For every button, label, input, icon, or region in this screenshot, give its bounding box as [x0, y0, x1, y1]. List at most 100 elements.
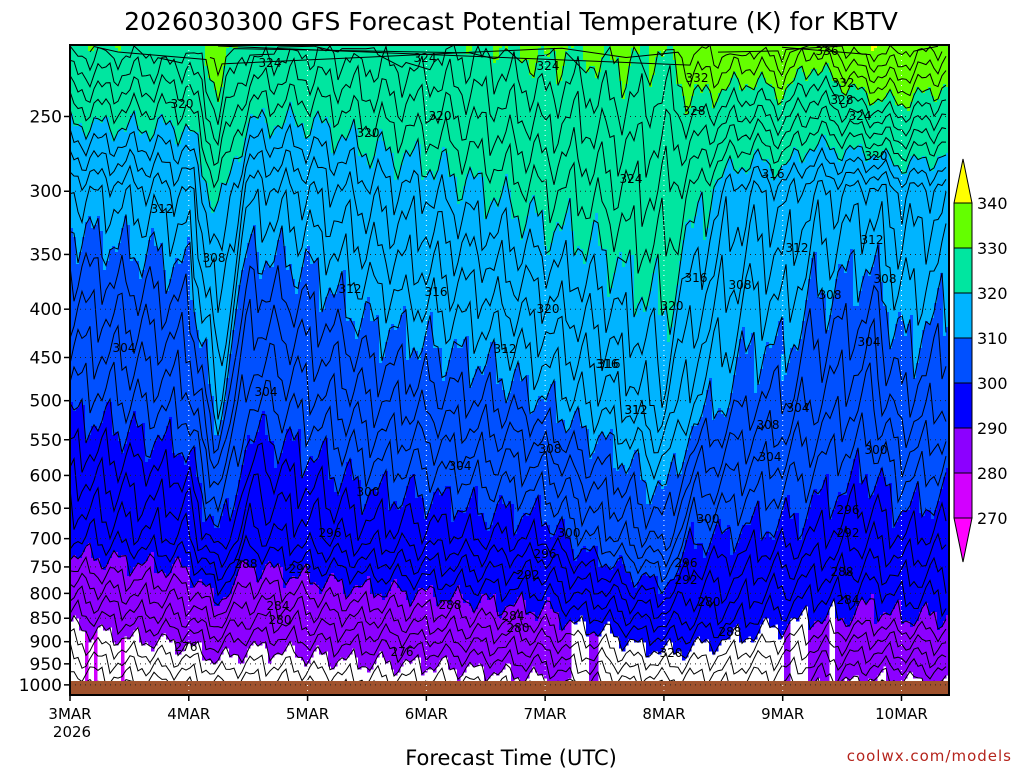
theta-band-cell	[460, 348, 464, 511]
theta-band-cell	[556, 84, 560, 223]
theta-band-cell	[352, 321, 356, 481]
theta-band-cell	[277, 462, 281, 565]
theta-band-cell	[253, 45, 257, 118]
theta-band-cell	[586, 255, 590, 430]
theta-band-cell	[121, 555, 125, 640]
theta-band-cell	[652, 273, 656, 496]
theta-band-cell	[841, 45, 845, 94]
theta-band-cell	[925, 321, 929, 511]
x-tick-label: 10MAR	[875, 705, 928, 723]
theta-band-cell	[238, 45, 242, 163]
theta-band-cell	[178, 453, 182, 559]
theta-band-cell	[628, 66, 632, 253]
theta-band-cell	[856, 45, 860, 91]
theta-band-cell	[736, 45, 740, 79]
theta-band-cell	[79, 252, 83, 403]
theta-band-cell	[883, 99, 887, 151]
theta-band-cell	[349, 129, 353, 319]
isentrope-line	[209, 47, 947, 97]
theta-band-cell	[838, 45, 842, 85]
theta-band-cell	[613, 63, 617, 274]
theta-band-cell	[535, 213, 539, 406]
theta-band-cell	[415, 594, 419, 658]
theta-band-cell	[85, 45, 89, 139]
theta-band-cell	[265, 261, 269, 436]
theta-band-cell	[925, 45, 929, 91]
theta-band-cell	[451, 597, 455, 670]
theta-band-cell	[850, 147, 854, 250]
theta-band-cell	[271, 135, 275, 268]
theta-band-cell	[697, 45, 701, 88]
theta-band-cell	[118, 558, 122, 643]
theta-band-cell	[343, 474, 347, 595]
theta-band-cell	[886, 486, 890, 616]
theta-band-cell	[148, 45, 152, 142]
theta-band-cell	[604, 45, 608, 250]
theta-band-cell	[583, 546, 587, 622]
theta-band-cell	[571, 48, 575, 232]
theta-band-cell	[157, 117, 161, 250]
theta-band-cell	[853, 306, 857, 460]
theta-band-cell	[190, 132, 194, 301]
grid-lines	[70, 45, 949, 695]
theta-band-cell	[835, 279, 839, 502]
theta-band-cell	[520, 240, 524, 382]
contour-label: 312	[861, 233, 884, 247]
theta-band-cell	[844, 150, 848, 274]
theta-band-cell	[445, 486, 449, 601]
theta-band-cell	[322, 588, 326, 655]
theta-band-cell	[880, 102, 884, 157]
theta-band-cell	[79, 123, 83, 253]
theta-band-cell	[172, 453, 176, 565]
theta-band-cell	[637, 582, 641, 643]
theta-band-cell	[532, 507, 536, 613]
theta-band-cell	[550, 384, 554, 538]
theta-band-cell	[724, 45, 728, 91]
theta-band-cell	[715, 102, 719, 181]
theta-band-cell	[781, 318, 785, 355]
theta-band-cell	[157, 435, 161, 574]
theta-band-cell	[424, 177, 428, 337]
theta-band-cell	[913, 156, 917, 379]
theta-band-cell	[238, 480, 242, 568]
theta-band-cell	[403, 591, 407, 661]
theta-band-cell	[658, 480, 662, 595]
theta-band-cell	[637, 453, 641, 583]
theta-band-cell	[916, 363, 920, 484]
theta-band-cell	[157, 249, 161, 436]
theta-band-cell	[295, 126, 299, 295]
theta-band-cell	[145, 462, 149, 562]
theta-band-cell	[682, 240, 686, 463]
y-tick-label: 450	[30, 348, 62, 368]
theta-band-cell	[358, 330, 362, 481]
theta-band-cell	[838, 621, 842, 685]
theta-band-cell	[181, 132, 185, 262]
theta-band-cell	[565, 51, 569, 214]
theta-band-cell	[256, 252, 260, 433]
theta-band-cell	[211, 396, 215, 517]
theta-band-cell	[895, 105, 899, 166]
theta-band-cell	[622, 564, 626, 652]
theta-band-cell	[328, 576, 332, 667]
theta-band-cell	[682, 96, 686, 241]
colorbar-label: 270	[977, 509, 1008, 528]
theta-band-cell	[802, 72, 806, 163]
theta-band-cell	[490, 45, 494, 202]
theta-band-cell	[790, 519, 794, 619]
theta-band-cell	[100, 45, 104, 124]
theta-band-cell	[742, 327, 746, 526]
theta-band-cell	[673, 306, 677, 454]
theta-band-cell	[847, 90, 851, 148]
theta-band-cell	[856, 147, 860, 307]
theta-band-cell	[502, 390, 506, 505]
theta-band-cell	[94, 225, 98, 427]
theta-band-cell	[280, 45, 284, 130]
theta-band-cell	[637, 45, 641, 55]
theta-band-cell	[922, 93, 926, 157]
theta-band-cell	[541, 45, 545, 211]
theta-band-cell	[787, 162, 791, 364]
theta-band-cell	[262, 570, 266, 643]
contour-label: 292	[675, 573, 698, 587]
theta-band-cell	[835, 81, 839, 154]
